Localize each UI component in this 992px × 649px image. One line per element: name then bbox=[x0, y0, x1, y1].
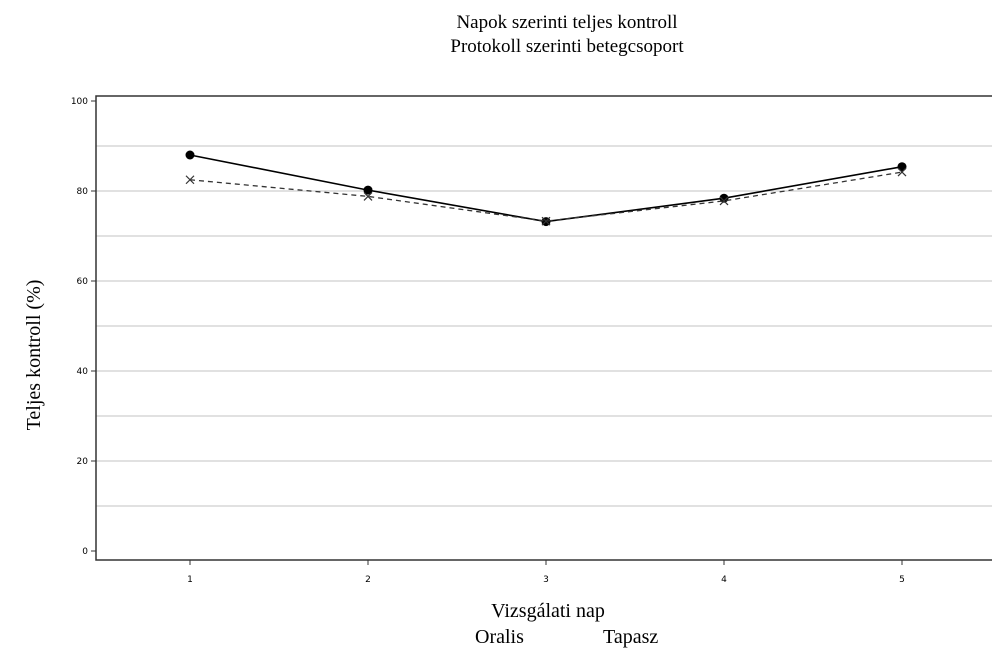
x-tick-label: 3 bbox=[543, 575, 549, 585]
y-tick-label: 0 bbox=[82, 547, 88, 557]
y-tick-label: 40 bbox=[77, 367, 89, 377]
data-point-tapasz bbox=[363, 191, 373, 201]
legend-oralis: Oralis bbox=[475, 626, 524, 648]
legend-tapasz: Tapasz bbox=[603, 626, 658, 648]
y-tick-label: 80 bbox=[77, 187, 89, 197]
x-axis-title: Vizsgálati nap bbox=[491, 600, 605, 622]
data-point-oralis bbox=[719, 193, 729, 203]
x-tick-label: 5 bbox=[899, 575, 905, 585]
grid-lines bbox=[96, 145, 992, 507]
series-line-tapasz bbox=[189, 171, 903, 222]
x-tick-label: 2 bbox=[365, 575, 371, 585]
series-line-oralis bbox=[189, 154, 903, 223]
data-point-oralis bbox=[185, 150, 195, 160]
y-axis-title: Teljes kontroll (%) bbox=[23, 280, 45, 431]
chart-subtitle: Protokoll szerinti betegcsoport bbox=[450, 36, 684, 57]
data-point-tapasz bbox=[185, 175, 195, 185]
y-axis: 0 20 40 60 80 100 bbox=[71, 97, 96, 557]
data-point-oralis bbox=[363, 185, 373, 195]
chart-title: Napok szerinti teljes kontroll bbox=[456, 12, 677, 33]
x-axis: 1 2 3 4 5 bbox=[187, 560, 905, 585]
data-point-tapasz bbox=[897, 167, 907, 177]
x-tick-label: 4 bbox=[721, 575, 727, 585]
x-tick-label: 1 bbox=[187, 575, 193, 585]
y-tick-label: 100 bbox=[71, 97, 88, 107]
plot-frame bbox=[95, 95, 992, 561]
y-tick-label: 20 bbox=[77, 457, 89, 467]
data-point-tapasz bbox=[541, 216, 551, 226]
data-point-oralis bbox=[897, 162, 907, 172]
y-tick-label: 60 bbox=[77, 277, 89, 287]
series-layer bbox=[185, 150, 907, 227]
data-point-tapasz bbox=[719, 196, 729, 206]
